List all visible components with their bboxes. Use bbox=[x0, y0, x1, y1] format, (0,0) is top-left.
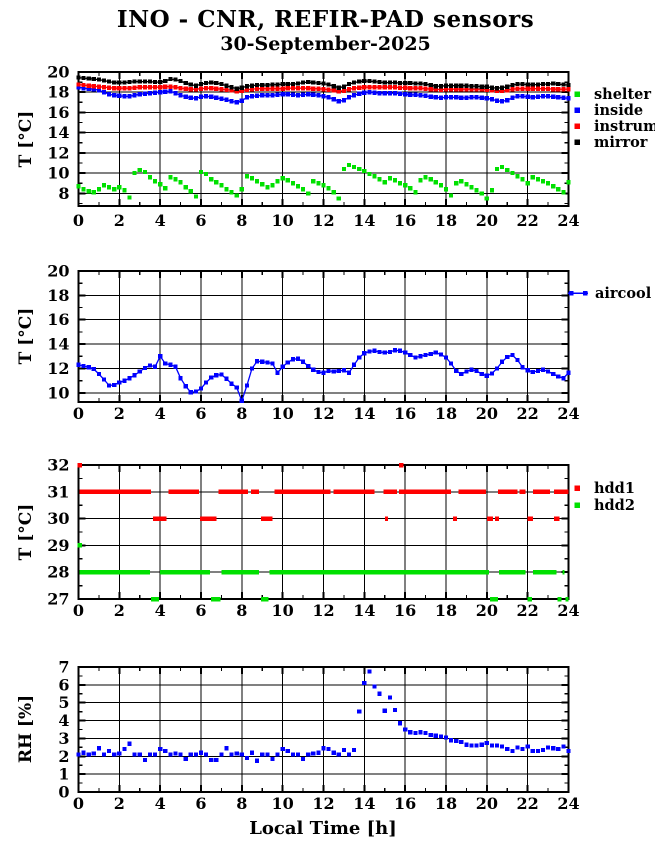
svg-text:16: 16 bbox=[394, 211, 416, 230]
svg-text:24: 24 bbox=[557, 404, 579, 423]
svg-text:2: 2 bbox=[114, 404, 125, 423]
svg-text:10: 10 bbox=[47, 164, 69, 183]
svg-text:8: 8 bbox=[236, 404, 247, 423]
chart-title: INO - CNR, REFIR-PAD sensors bbox=[116, 6, 535, 33]
svg-text:4: 4 bbox=[155, 794, 166, 813]
svg-text:30: 30 bbox=[47, 509, 69, 528]
svg-text:hdd1: hdd1 bbox=[594, 480, 635, 497]
svg-text:24: 24 bbox=[557, 794, 579, 813]
svg-text:14: 14 bbox=[353, 794, 375, 813]
svg-text:4: 4 bbox=[58, 711, 69, 730]
svg-text:0: 0 bbox=[73, 211, 84, 230]
svg-text:20: 20 bbox=[476, 601, 498, 620]
svg-text:shelter: shelter bbox=[594, 86, 651, 103]
svg-text:8: 8 bbox=[58, 184, 69, 203]
svg-text:14: 14 bbox=[353, 404, 375, 423]
svg-text:6: 6 bbox=[195, 794, 206, 813]
svg-text:6: 6 bbox=[195, 404, 206, 423]
svg-text:12: 12 bbox=[312, 794, 334, 813]
svg-text:20: 20 bbox=[47, 262, 69, 281]
svg-text:4: 4 bbox=[155, 601, 166, 620]
svg-text:18: 18 bbox=[47, 286, 69, 305]
svg-text:0: 0 bbox=[73, 601, 84, 620]
svg-text:20: 20 bbox=[476, 794, 498, 813]
svg-text:10: 10 bbox=[272, 404, 294, 423]
svg-text:18: 18 bbox=[435, 601, 457, 620]
svg-text:4: 4 bbox=[155, 211, 166, 230]
svg-text:instrum.: instrum. bbox=[594, 118, 655, 135]
svg-text:20: 20 bbox=[476, 211, 498, 230]
svg-text:22: 22 bbox=[517, 211, 539, 230]
svg-text:0: 0 bbox=[73, 794, 84, 813]
svg-text:10: 10 bbox=[272, 211, 294, 230]
svg-text:2: 2 bbox=[114, 794, 125, 813]
svg-text:10: 10 bbox=[272, 794, 294, 813]
svg-text:7: 7 bbox=[58, 658, 69, 677]
chart-subtitle: 30-September-2025 bbox=[220, 33, 431, 55]
svg-text:14: 14 bbox=[47, 335, 69, 354]
svg-text:10: 10 bbox=[272, 601, 294, 620]
svg-text:32: 32 bbox=[47, 456, 69, 475]
svg-text:27: 27 bbox=[47, 590, 69, 609]
svg-text:20: 20 bbox=[47, 63, 69, 82]
svg-text:12: 12 bbox=[312, 404, 334, 423]
svg-text:6: 6 bbox=[195, 601, 206, 620]
svg-text:24: 24 bbox=[557, 211, 579, 230]
svg-text:16: 16 bbox=[47, 310, 69, 329]
svg-text:aircool: aircool bbox=[595, 285, 652, 302]
svg-text:inside: inside bbox=[594, 102, 643, 119]
svg-text:28: 28 bbox=[47, 563, 69, 582]
svg-text:22: 22 bbox=[517, 404, 539, 423]
svg-text:16: 16 bbox=[394, 601, 416, 620]
svg-text:20: 20 bbox=[476, 404, 498, 423]
svg-text:12: 12 bbox=[312, 211, 334, 230]
svg-text:14: 14 bbox=[353, 211, 375, 230]
svg-text:18: 18 bbox=[47, 83, 69, 102]
svg-text:22: 22 bbox=[517, 601, 539, 620]
svg-text:12: 12 bbox=[47, 143, 69, 162]
plot-hdd-temperatures: 0 2 4 6 8 10 12 14 16 18 20 22 24272829303132hdd1hdd… bbox=[47, 456, 635, 621]
svg-text:29: 29 bbox=[47, 536, 69, 555]
svg-text:16: 16 bbox=[47, 103, 69, 122]
svg-text:8: 8 bbox=[236, 211, 247, 230]
svg-text:18: 18 bbox=[435, 211, 457, 230]
svg-text:0: 0 bbox=[73, 404, 84, 423]
svg-text:6: 6 bbox=[58, 675, 69, 694]
svg-text:12: 12 bbox=[312, 601, 334, 620]
svg-text:2: 2 bbox=[114, 211, 125, 230]
svg-text:2: 2 bbox=[58, 747, 69, 766]
svg-text:2: 2 bbox=[114, 601, 125, 620]
svg-text:14: 14 bbox=[47, 123, 69, 142]
svg-text:6: 6 bbox=[195, 211, 206, 230]
svg-text:12: 12 bbox=[47, 359, 69, 378]
svg-text:16: 16 bbox=[394, 794, 416, 813]
svg-text:hdd2: hdd2 bbox=[594, 497, 635, 514]
svg-text:16: 16 bbox=[394, 404, 416, 423]
x-axis-label: Local Time [h] bbox=[249, 818, 397, 839]
svg-text:1: 1 bbox=[58, 765, 69, 784]
svg-text:24: 24 bbox=[557, 601, 579, 620]
svg-text:mirror: mirror bbox=[594, 134, 648, 151]
svg-text:18: 18 bbox=[435, 794, 457, 813]
svg-text:22: 22 bbox=[517, 794, 539, 813]
plot-enclosure-temperatures: 0 2 4 6 8 10 12 14 16 18 20 22 248101214161820shelte… bbox=[47, 63, 655, 231]
svg-text:18: 18 bbox=[435, 404, 457, 423]
svg-text:10: 10 bbox=[47, 383, 69, 402]
svg-text:4: 4 bbox=[155, 404, 166, 423]
svg-text:0: 0 bbox=[58, 783, 69, 802]
svg-text:14: 14 bbox=[353, 601, 375, 620]
svg-text:31: 31 bbox=[47, 482, 69, 501]
svg-text:8: 8 bbox=[236, 794, 247, 813]
svg-text:5: 5 bbox=[58, 693, 69, 712]
svg-text:3: 3 bbox=[58, 729, 69, 748]
svg-text:8: 8 bbox=[236, 601, 247, 620]
